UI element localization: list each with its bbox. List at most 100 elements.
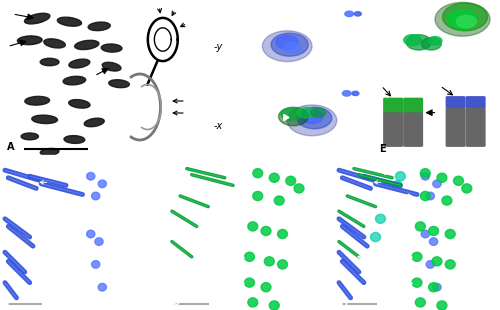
Circle shape — [412, 252, 422, 261]
Circle shape — [426, 261, 434, 268]
Circle shape — [433, 283, 441, 291]
Circle shape — [462, 184, 472, 193]
Circle shape — [396, 172, 406, 181]
Text: x-: x- — [338, 160, 345, 169]
Ellipse shape — [32, 115, 58, 124]
Circle shape — [244, 278, 254, 287]
Circle shape — [271, 33, 308, 56]
Ellipse shape — [68, 100, 90, 108]
Circle shape — [98, 283, 106, 291]
FancyBboxPatch shape — [403, 98, 423, 114]
Circle shape — [404, 35, 421, 46]
Ellipse shape — [63, 76, 86, 85]
Text: -y: -y — [214, 42, 223, 52]
Circle shape — [284, 42, 301, 53]
Circle shape — [311, 108, 326, 117]
Circle shape — [297, 107, 332, 129]
FancyBboxPatch shape — [383, 98, 403, 114]
Text: A: A — [8, 142, 15, 152]
Circle shape — [437, 301, 447, 310]
Ellipse shape — [64, 135, 85, 144]
FancyBboxPatch shape — [446, 96, 466, 108]
Circle shape — [270, 301, 279, 310]
Circle shape — [95, 238, 103, 246]
Circle shape — [435, 2, 490, 36]
Text: -x: -x — [214, 122, 223, 131]
FancyBboxPatch shape — [466, 96, 485, 108]
Circle shape — [442, 3, 488, 31]
Text: G: G — [172, 297, 180, 308]
Circle shape — [430, 238, 438, 246]
FancyBboxPatch shape — [446, 108, 466, 147]
Circle shape — [421, 230, 430, 238]
Ellipse shape — [21, 133, 38, 140]
Ellipse shape — [24, 13, 50, 24]
Circle shape — [301, 109, 323, 123]
Ellipse shape — [69, 59, 90, 68]
Circle shape — [278, 107, 308, 126]
Ellipse shape — [101, 44, 122, 52]
Circle shape — [278, 260, 287, 269]
Circle shape — [433, 180, 441, 188]
Text: B: B — [254, 66, 261, 76]
Circle shape — [376, 214, 386, 224]
Circle shape — [278, 229, 287, 239]
Circle shape — [437, 173, 447, 182]
Circle shape — [297, 107, 314, 118]
Circle shape — [345, 11, 354, 16]
Ellipse shape — [44, 39, 66, 48]
Text: y-: y- — [392, 239, 400, 248]
Circle shape — [281, 108, 301, 120]
Circle shape — [270, 173, 279, 182]
Circle shape — [253, 192, 262, 201]
Circle shape — [261, 226, 271, 236]
Circle shape — [445, 260, 455, 269]
Circle shape — [253, 169, 262, 178]
Circle shape — [454, 176, 464, 185]
Circle shape — [86, 172, 95, 180]
Ellipse shape — [18, 36, 42, 45]
Circle shape — [421, 38, 442, 50]
Circle shape — [416, 298, 426, 307]
Circle shape — [370, 232, 380, 241]
Circle shape — [248, 222, 258, 231]
Circle shape — [448, 10, 478, 29]
FancyBboxPatch shape — [403, 112, 423, 147]
FancyBboxPatch shape — [383, 112, 403, 147]
Circle shape — [442, 196, 452, 205]
Circle shape — [354, 12, 362, 16]
Ellipse shape — [74, 40, 99, 50]
Circle shape — [92, 261, 100, 268]
Circle shape — [294, 184, 304, 193]
Text: C: C — [379, 66, 386, 76]
Circle shape — [342, 91, 351, 96]
Ellipse shape — [88, 22, 110, 31]
Ellipse shape — [108, 80, 130, 88]
Text: F: F — [5, 297, 12, 308]
FancyBboxPatch shape — [466, 108, 485, 147]
Circle shape — [287, 105, 337, 136]
Circle shape — [98, 180, 106, 188]
Circle shape — [426, 192, 434, 200]
Circle shape — [261, 283, 271, 292]
Circle shape — [264, 257, 274, 266]
Ellipse shape — [84, 118, 104, 127]
Circle shape — [428, 37, 442, 45]
Circle shape — [276, 35, 298, 49]
Ellipse shape — [40, 58, 59, 66]
Circle shape — [428, 226, 438, 236]
Circle shape — [416, 222, 426, 231]
Circle shape — [420, 169, 430, 178]
Circle shape — [392, 181, 402, 190]
Text: E: E — [379, 144, 386, 154]
Circle shape — [428, 283, 438, 292]
Circle shape — [92, 192, 100, 200]
Circle shape — [412, 278, 422, 287]
Text: D: D — [254, 144, 262, 154]
Circle shape — [286, 176, 296, 185]
Circle shape — [352, 91, 359, 95]
Circle shape — [244, 252, 254, 261]
Ellipse shape — [58, 17, 82, 26]
Circle shape — [274, 196, 284, 205]
Ellipse shape — [25, 96, 50, 105]
